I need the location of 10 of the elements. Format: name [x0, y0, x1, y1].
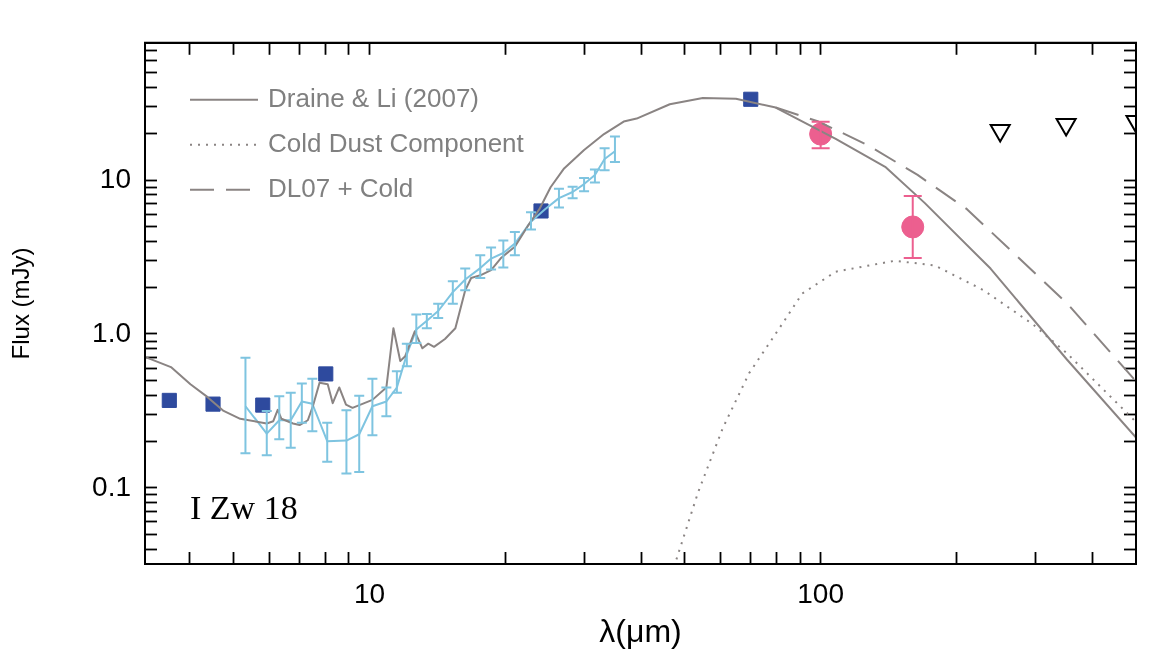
x-axis-title: λ(μm) [599, 612, 682, 649]
x-tick-label: 100 [797, 577, 845, 609]
annotation: I Zw 18 [190, 489, 298, 526]
y-axis-title: Flux (mJy) [7, 247, 35, 360]
legend-label: Cold Dust Component [268, 127, 525, 158]
legend-label: Draine & Li (2007) [268, 82, 479, 113]
legend-label: DL07 + Cold [268, 172, 414, 203]
y-tick-label: 1.0 [92, 316, 131, 348]
y-tick-label: 0.1 [92, 470, 131, 502]
y-tick-label: 10 [99, 162, 131, 194]
